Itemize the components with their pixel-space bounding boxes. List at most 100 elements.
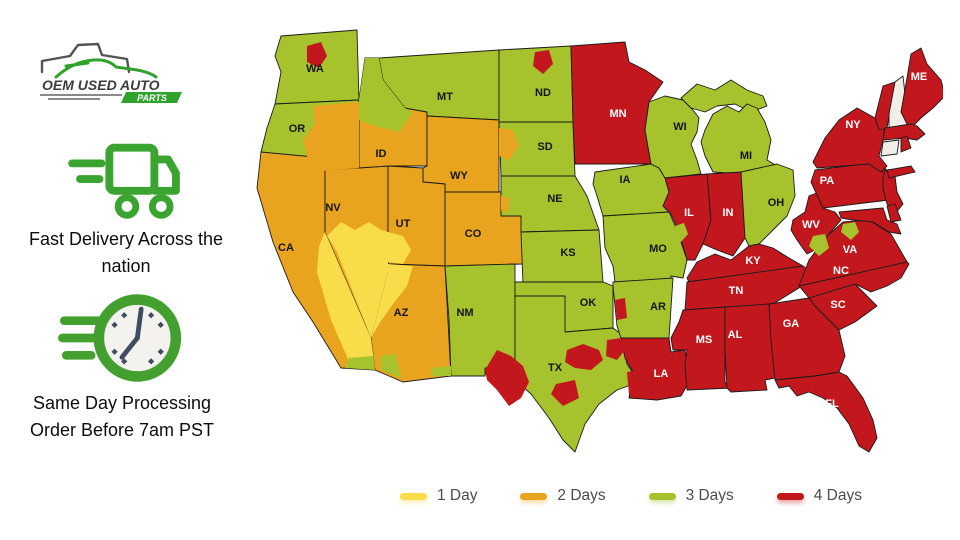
info-panel: OEM USED AUTO PARTS Fast Delivery Across… — [0, 0, 252, 540]
region-patch-tx-northeast — [606, 338, 625, 360]
state-label-WA: WA — [306, 63, 324, 75]
region-patch-tx-east — [627, 370, 641, 394]
region-patch-tx-central — [565, 344, 603, 370]
state-label-NY: NY — [845, 119, 861, 131]
region-patch-va-north — [841, 222, 859, 240]
state-label-SD: SD — [537, 141, 552, 153]
state-label-NM: NM — [456, 307, 473, 319]
state-label-PA: PA — [820, 175, 835, 187]
state-label-WI: WI — [673, 121, 686, 133]
state-label-TN: TN — [729, 285, 744, 297]
region-patch-id-north — [359, 58, 413, 132]
us-delivery-map: WA OR CA NV ID MT WY UT CO AZ NM ND SD N… — [256, 29, 943, 453]
region-patch-ca-south — [345, 356, 375, 370]
legend-label-1-day: 1 Day — [437, 487, 478, 504]
state-AL — [724, 303, 776, 393]
legend-item-1-day: 1 Day — [400, 487, 478, 505]
brand-name: OEM USED AUTO — [42, 77, 160, 93]
state-label-MN: MN — [609, 108, 626, 120]
state-RI — [900, 135, 912, 153]
state-label-MI: MI — [740, 150, 752, 162]
legend-label-2-days: 2 Days — [557, 487, 606, 504]
state-label-OK: OK — [580, 297, 597, 309]
state-label-NV: NV — [325, 202, 341, 214]
logo-car-swoosh-icon — [54, 58, 158, 79]
state-IA — [592, 163, 670, 217]
region-patch-tx-west — [485, 350, 529, 406]
region-patch-nd-north — [533, 50, 553, 74]
state-label-WV: WV — [802, 219, 820, 231]
state-CT — [880, 139, 900, 157]
region-patch-nv-south — [327, 222, 388, 338]
state-label-CO: CO — [465, 228, 482, 240]
feature-same-day-text: Same Day Processing Order Before 7am PST — [29, 393, 215, 440]
state-label-AR: AR — [650, 301, 666, 313]
legend-swatch-4-days — [776, 492, 804, 500]
region-patch-ar-west — [615, 298, 627, 320]
state-label-CA: CA — [278, 242, 294, 254]
state-label-MT: MT — [437, 91, 453, 103]
state-MI-upper — [680, 79, 768, 113]
state-MI — [700, 103, 778, 175]
state-label-VA: VA — [843, 244, 858, 256]
legend-label-3-days: 3 Days — [685, 487, 734, 504]
state-label-LA: LA — [654, 368, 669, 380]
state-label-ID: ID — [376, 148, 387, 160]
brand-badge-text: PARTS — [137, 93, 167, 103]
state-TX — [484, 295, 640, 453]
brand-logo: OEM USED AUTO PARTS — [40, 42, 182, 103]
state-label-OH: OH — [768, 197, 785, 209]
state-label-KS: KS — [560, 247, 575, 259]
state-label-AL: AL — [728, 329, 743, 341]
legend-label-4-days: 4 Days — [813, 487, 862, 504]
state-OH — [740, 163, 796, 247]
state-MD — [838, 207, 902, 235]
state-ME — [900, 47, 943, 127]
state-label-FL: FL — [825, 398, 839, 410]
map-legend: 1 Day 2 Days 3 Days 4 Days — [400, 487, 862, 505]
region-patch-wa-seattle — [307, 42, 327, 68]
state-label-IL: IL — [684, 207, 694, 219]
state-label-SC: SC — [830, 299, 845, 311]
truck-icon — [68, 143, 180, 219]
state-label-OR: OR — [289, 123, 306, 135]
region-patch-long-island — [886, 165, 916, 179]
region-patch-va-southwest — [809, 234, 829, 256]
state-label-TX: TX — [548, 362, 563, 374]
region-patch-az-southwest — [381, 354, 401, 378]
region-patch-or-east — [303, 102, 359, 172]
region-patch-ca-southeast — [317, 232, 375, 368]
state-label-ME: ME — [911, 71, 928, 83]
logo-speed-lines-icon — [40, 94, 122, 100]
state-label-UT: UT — [396, 218, 411, 230]
state-label-KY: KY — [745, 255, 761, 267]
clock-icon — [58, 294, 182, 382]
state-label-MS: MS — [696, 334, 713, 346]
legend-item-3-days: 3 Days — [648, 487, 734, 505]
region-patch-ne-west — [501, 196, 510, 212]
state-label-AZ: AZ — [394, 307, 409, 319]
region-patch-ut-southwest — [388, 232, 411, 264]
state-label-IA: IA — [620, 174, 631, 186]
brand-badge-ribbon — [121, 92, 182, 103]
state-DE — [886, 203, 902, 223]
region-patch-il-central — [674, 223, 688, 242]
state-FL — [774, 371, 878, 453]
state-VA — [798, 219, 908, 287]
state-WV — [790, 191, 842, 255]
legend-swatch-1-day — [400, 492, 427, 500]
state-label-MO: MO — [649, 243, 667, 255]
state-label-NC: NC — [833, 265, 849, 277]
logo-car-accent-icon — [64, 61, 90, 68]
state-label-ND: ND — [535, 87, 551, 99]
state-label-NE: NE — [547, 193, 562, 205]
region-patch-az-northwest — [371, 264, 413, 338]
legend-swatch-2-days — [520, 492, 548, 500]
legend-swatch-3-days — [648, 492, 676, 500]
region-patch-tx-south — [551, 380, 579, 406]
region-patch-az-southeast — [431, 366, 451, 376]
legend-item-2-days: 2 Days — [520, 487, 606, 505]
state-label-GA: GA — [783, 318, 800, 330]
state-MA — [882, 123, 926, 141]
state-label-IN: IN — [723, 207, 734, 219]
